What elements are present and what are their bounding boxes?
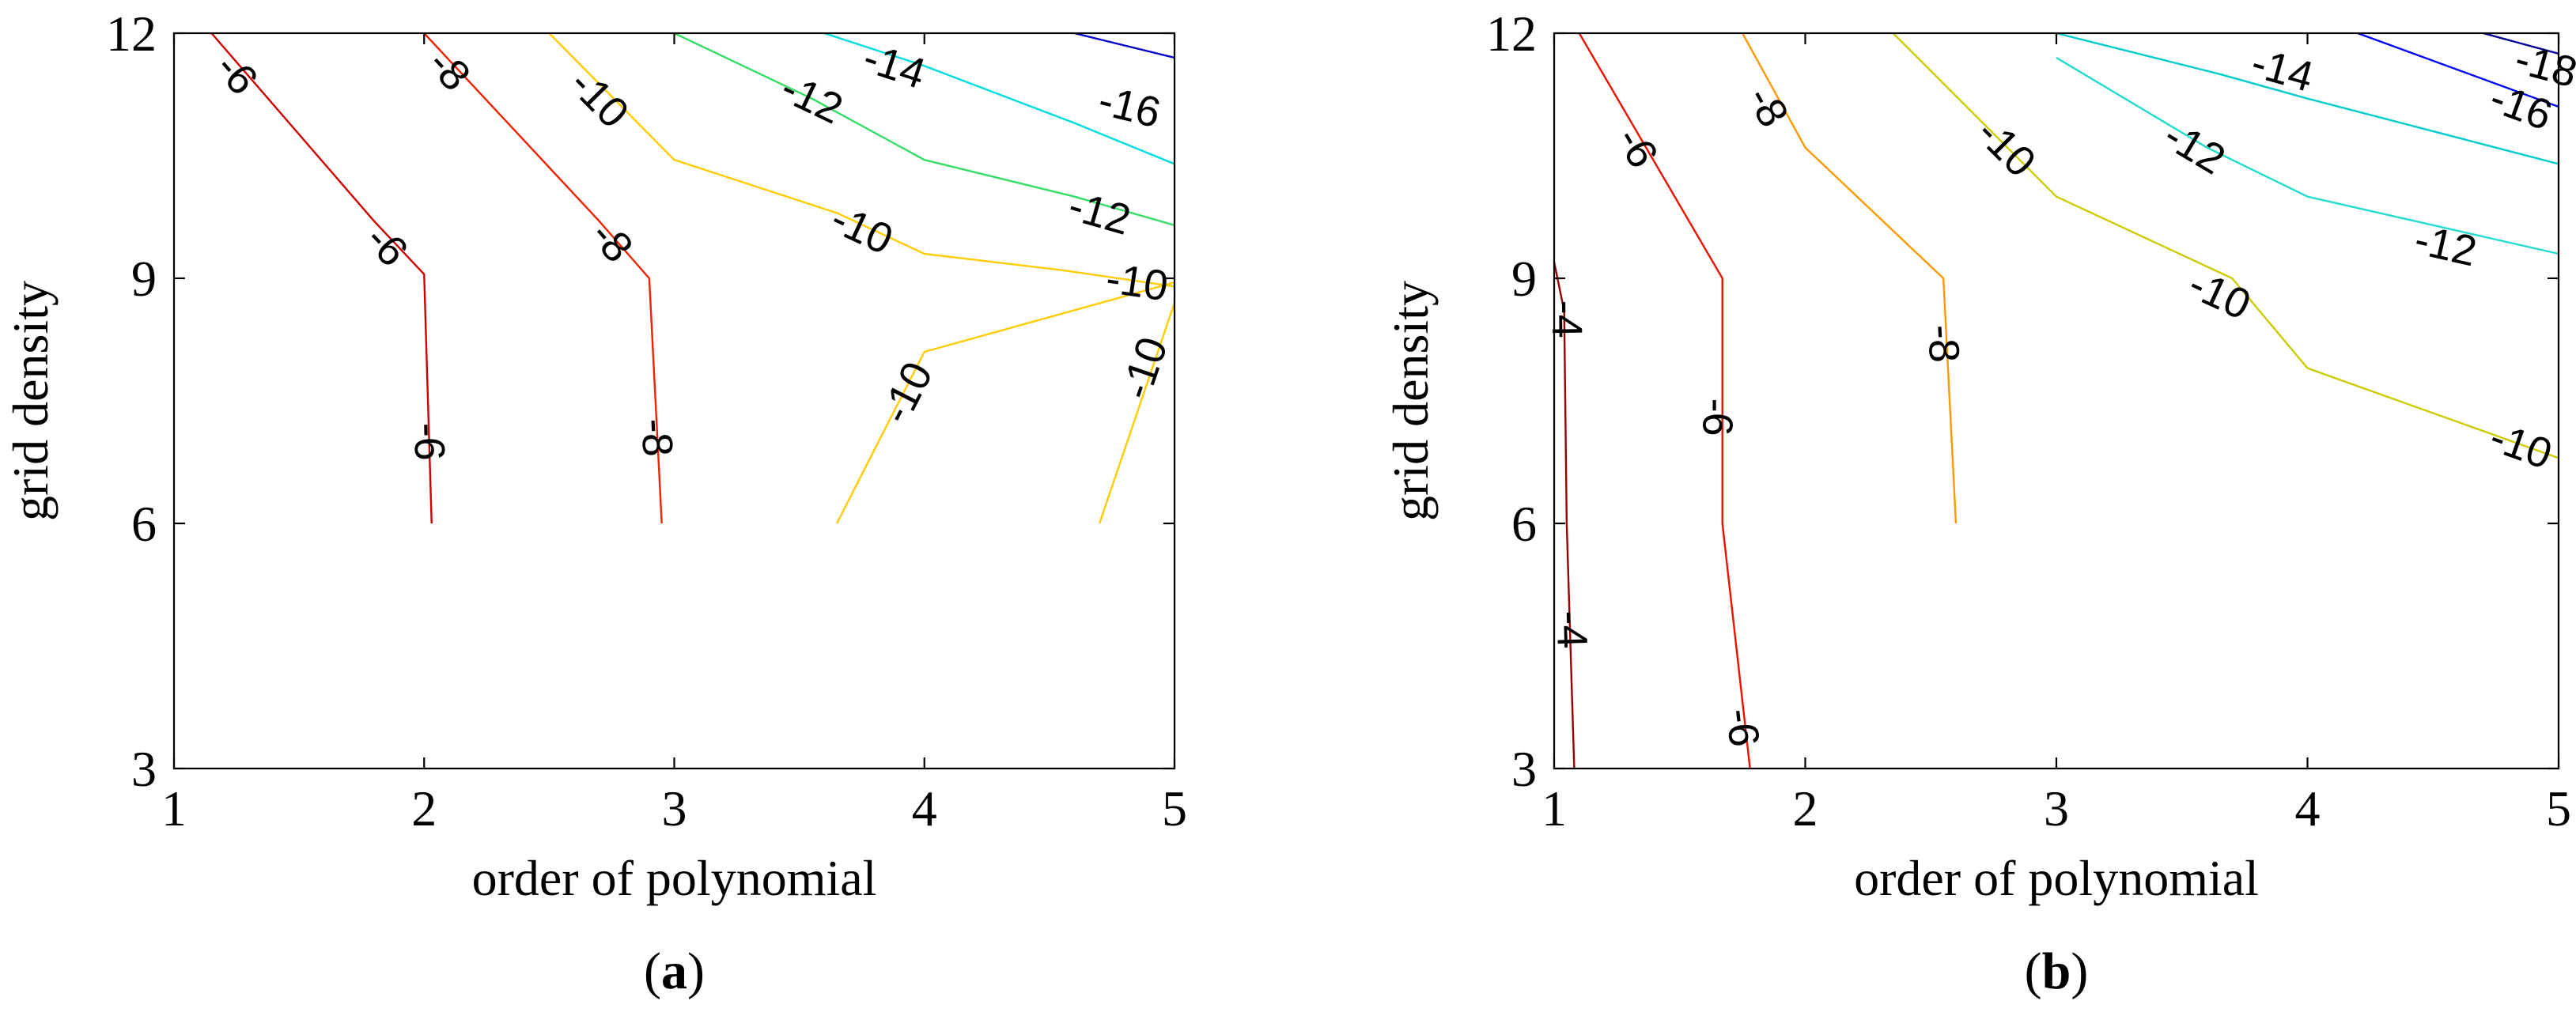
contour-label: -12 — [774, 64, 849, 134]
contour-label: -12 — [1063, 182, 1136, 244]
x-tick-label: 2 — [1793, 780, 1818, 837]
x-tick-label: 5 — [2546, 780, 2571, 837]
contour-label: -10 — [2484, 413, 2559, 478]
x-tick-label: 1 — [161, 780, 187, 837]
x-tick-label: 1 — [1541, 780, 1567, 837]
y-tick-label: 3 — [131, 741, 157, 797]
contour-line-level-12 — [2056, 56, 2559, 255]
contour-line-level-12 — [673, 33, 1175, 226]
contour-line-level-8 — [423, 33, 663, 524]
x-axis-title: order of polynomial — [472, 850, 877, 906]
contour-label: -12 — [2410, 216, 2480, 276]
contour-label: -4 — [1543, 300, 1591, 338]
contour-line-level-10 — [1098, 302, 1175, 524]
contour-line-level-10 — [1892, 33, 2559, 459]
contour-line-level-8 — [1742, 33, 1958, 524]
panel-b: -4-4-6-6-6-8-8-10-10-10-12-12-14-16-181 2… — [1383, 6, 2576, 1000]
contour-label: -10 — [1112, 331, 1177, 405]
contour-label: -8 — [419, 40, 480, 100]
contour-label: -10 — [2181, 260, 2257, 329]
y-tick-label: 12 — [1486, 6, 1537, 62]
contour-line-level-6 — [210, 33, 433, 524]
contour-label: -8 — [1738, 79, 1798, 135]
x-tick-label: 3 — [2044, 780, 2069, 837]
contour-line-level-14 — [823, 33, 1175, 165]
contour-label: -10 — [1103, 255, 1171, 311]
contour-label: -14 — [857, 34, 931, 98]
panel-letter: a — [661, 942, 687, 1000]
contour-line-level-6 — [1578, 33, 1751, 769]
contour-label: -6 — [1717, 706, 1768, 749]
contour-label: -12 — [2156, 111, 2234, 184]
contour-line-level-18 — [2483, 33, 2559, 55]
plot-frame — [172, 32, 1176, 770]
contour-line-level-16 — [1074, 33, 1175, 59]
contour-line-level-10 — [835, 281, 1175, 524]
x-tick-label: 2 — [411, 780, 437, 837]
y-axis-title: grid density — [1383, 281, 1439, 521]
contour-label: -6 — [206, 44, 267, 104]
y-tick-label: 12 — [106, 6, 157, 62]
contour-label: -8 — [581, 212, 642, 272]
y-tick-label: 6 — [1511, 496, 1537, 552]
contour-lines — [210, 33, 1175, 524]
y-tick-label: 6 — [131, 496, 157, 552]
contour-label: -10 — [824, 194, 900, 263]
contour-label: -6 — [1693, 398, 1741, 436]
x-tick-label: 4 — [2295, 780, 2321, 837]
panel-a: -6-6-6-8-8-8-10-10-10-10 -10-12-12-14-161… — [2, 6, 1187, 1000]
y-tick-label: 9 — [131, 251, 157, 307]
contour-label: -8 — [632, 417, 681, 458]
contour-line-level-10 — [548, 33, 1175, 288]
y-tick-label: 3 — [1511, 741, 1537, 797]
x-tick-label: 4 — [912, 780, 937, 837]
panel-letter: b — [2042, 942, 2071, 1000]
contour-line-level-4 — [1554, 262, 1575, 769]
contour-label: -6 — [405, 422, 453, 462]
contour-label: -14 — [2246, 39, 2318, 101]
contour-label: -16 — [1094, 77, 1165, 138]
x-axis-title: order of polynomial — [1854, 850, 2259, 906]
x-tick-label: 3 — [662, 780, 687, 837]
x-tick-label: 5 — [1162, 780, 1187, 837]
contour-label: -6 — [357, 216, 418, 276]
panel-label: (b) — [2025, 942, 2089, 1000]
contour-label: -4 — [1547, 610, 1595, 649]
contour-label: -10 — [872, 354, 942, 431]
y-tick-label: 9 — [1511, 251, 1537, 307]
panel-label: (a) — [644, 942, 705, 1000]
contour-line-level-14 — [2056, 33, 2559, 165]
contour-label: -8 — [1919, 323, 1968, 364]
y-axis-title: grid density — [2, 281, 59, 521]
contour-line-level-16 — [2357, 33, 2559, 108]
contour-label: -10 — [561, 60, 638, 138]
contour-lines — [1554, 33, 2559, 769]
